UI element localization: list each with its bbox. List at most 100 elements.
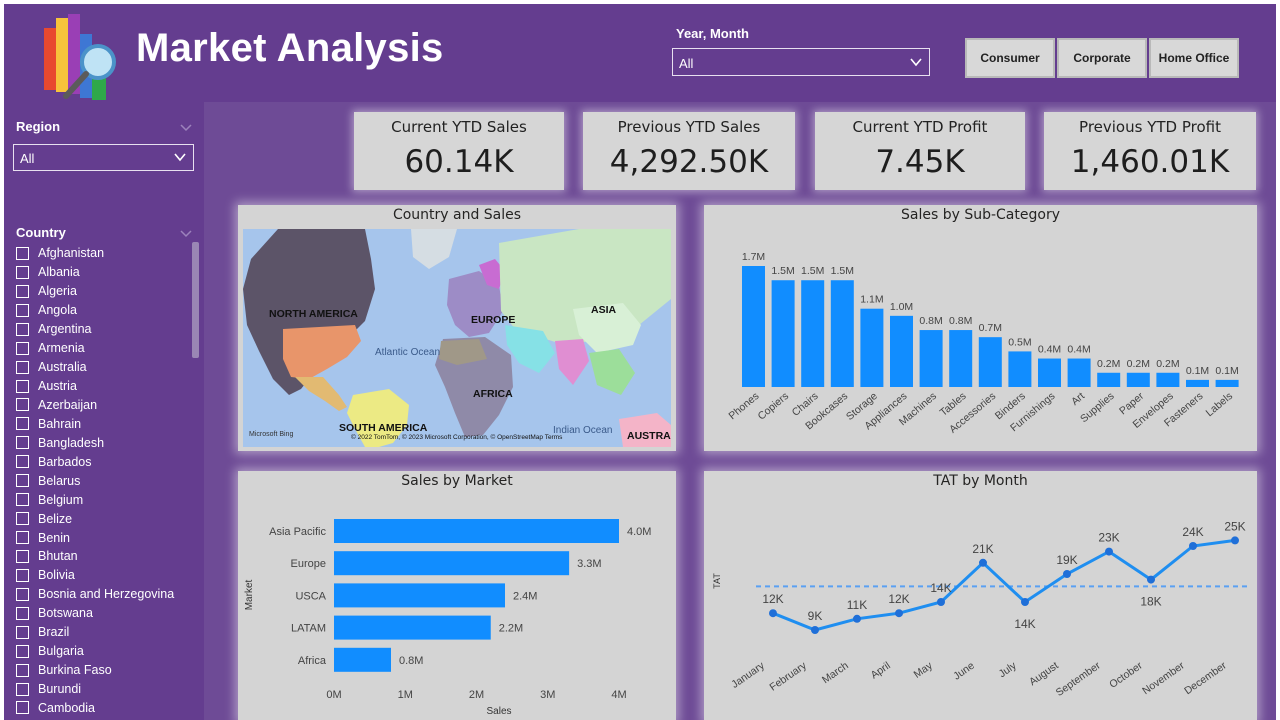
country-list-item[interactable]: Belize <box>16 509 192 528</box>
checkbox[interactable] <box>16 398 29 412</box>
country-list-item[interactable]: Bhutan <box>16 547 192 566</box>
tat-line-chart[interactable]: 12K January 9K February 11K March 12K April 14K M… <box>704 471 1257 720</box>
checkbox[interactable] <box>16 512 29 526</box>
world-map[interactable]: NORTH AMERICA EUROPE ASIA Atlantic Ocean AFR… <box>243 229 671 447</box>
subcategory-bar[interactable] <box>919 330 943 387</box>
checkbox[interactable] <box>16 417 29 431</box>
tat-data-point[interactable] <box>811 626 819 634</box>
tat-data-point[interactable] <box>1147 575 1155 584</box>
country-list-item[interactable]: Botswana <box>16 604 192 623</box>
market-bar[interactable] <box>334 583 505 608</box>
checkbox[interactable] <box>16 455 29 469</box>
subcategory-bar[interactable] <box>830 280 854 387</box>
tat-data-point[interactable] <box>853 614 861 623</box>
chevron-down-icon[interactable] <box>180 123 192 133</box>
year-month-label: Year, Month <box>676 26 749 41</box>
country-list-item[interactable]: Bangladesh <box>16 433 192 452</box>
subcategory-bar[interactable] <box>1215 379 1239 387</box>
tat-data-point[interactable] <box>1063 570 1071 578</box>
subcategory-bar[interactable] <box>949 330 973 387</box>
checkbox[interactable] <box>16 436 29 450</box>
checkbox[interactable] <box>16 284 29 298</box>
home-office-button[interactable]: Home Office <box>1149 38 1239 78</box>
country-list-item[interactable]: Algeria <box>16 282 192 301</box>
market-bar[interactable] <box>334 615 491 640</box>
country-list-item[interactable]: Azerbaijan <box>16 396 192 415</box>
subcategory-bar[interactable] <box>1126 372 1150 387</box>
region-dropdown[interactable]: All <box>13 144 194 171</box>
country-list-item[interactable]: Brazil <box>16 623 192 642</box>
market-bar[interactable] <box>334 551 570 576</box>
country-list-item[interactable]: Bolivia <box>16 566 192 585</box>
subcategory-bar[interactable] <box>1038 358 1061 387</box>
checkbox[interactable] <box>16 360 29 374</box>
subcategory-bar[interactable] <box>1008 351 1032 387</box>
country-list-item[interactable]: Belarus <box>16 471 192 490</box>
tat-data-point[interactable] <box>1231 536 1239 545</box>
subcategory-bar[interactable] <box>1156 372 1180 387</box>
country-list-item[interactable]: Bahrain <box>16 414 192 433</box>
checkbox[interactable] <box>16 531 29 545</box>
country-label: Bosnia and Herzegovina <box>38 587 175 602</box>
checkbox[interactable] <box>16 606 29 620</box>
country-list-item[interactable]: Benin <box>16 528 192 547</box>
country-list-item[interactable]: Angola <box>16 301 192 320</box>
checkbox[interactable] <box>16 493 29 507</box>
tat-data-point[interactable] <box>979 558 987 567</box>
subcategory-bar[interactable] <box>890 315 913 387</box>
subcategory-bar[interactable] <box>742 266 765 387</box>
country-list-item[interactable]: Burundi <box>16 680 192 699</box>
subcategory-bar[interactable] <box>771 280 795 387</box>
subcategory-bar[interactable] <box>801 280 825 387</box>
region-slicer-label: Region <box>16 119 61 134</box>
country-list-item[interactable]: Australia <box>16 358 192 377</box>
country-list-scrollbar[interactable] <box>192 242 199 358</box>
chevron-down-icon[interactable] <box>180 229 192 239</box>
checkbox[interactable] <box>16 701 29 715</box>
consumer-button[interactable]: Consumer <box>965 38 1055 78</box>
country-list-item[interactable]: Cambodia <box>16 699 192 718</box>
country-list-item[interactable]: Belgium <box>16 490 192 509</box>
tat-data-point[interactable] <box>1189 542 1197 550</box>
subcategory-bar-chart[interactable]: 1.7MPhones1.5MCopiers1.5MChairs1.5MBookc… <box>704 205 1257 451</box>
checkbox[interactable] <box>16 474 29 488</box>
checkbox[interactable] <box>16 246 29 260</box>
checkbox[interactable] <box>16 682 29 696</box>
country-list-item[interactable]: Bosnia and Herzegovina <box>16 585 192 604</box>
country-list-item[interactable]: Austria <box>16 377 192 396</box>
checkbox[interactable] <box>16 663 29 677</box>
country-list-item[interactable]: Argentina <box>16 320 192 339</box>
country-list-item[interactable]: Afghanistan <box>16 244 192 263</box>
checkbox[interactable] <box>16 625 29 639</box>
market-bar[interactable] <box>334 519 619 543</box>
country-list-item[interactable]: Barbados <box>16 452 192 471</box>
checkbox[interactable] <box>16 587 29 601</box>
checkbox[interactable] <box>16 379 29 393</box>
checkbox[interactable] <box>16 303 29 317</box>
subcategory-bar[interactable] <box>1186 379 1209 387</box>
checkbox[interactable] <box>16 341 29 355</box>
checkbox[interactable] <box>16 568 29 582</box>
tat-series-line[interactable] <box>772 538 1236 632</box>
tat-data-point[interactable] <box>937 598 945 606</box>
tat-data-point[interactable] <box>1021 598 1029 606</box>
tat-data-point[interactable] <box>895 609 903 618</box>
subcategory-bar[interactable] <box>860 308 884 387</box>
checkbox[interactable] <box>16 322 29 336</box>
year-month-dropdown[interactable]: All <box>672 48 930 76</box>
checkbox[interactable] <box>16 265 29 279</box>
checkbox[interactable] <box>16 549 29 563</box>
market-bar[interactable] <box>334 647 391 672</box>
country-list-item[interactable]: Albania <box>16 263 192 282</box>
country-list-item[interactable]: Armenia <box>16 339 192 358</box>
country-list-item[interactable]: Burkina Faso <box>16 661 192 680</box>
tat-data-point[interactable] <box>769 609 777 618</box>
tat-data-point[interactable] <box>1105 547 1113 556</box>
corporate-button[interactable]: Corporate <box>1057 38 1147 78</box>
subcategory-bar[interactable] <box>1097 372 1121 387</box>
checkbox[interactable] <box>16 644 29 658</box>
subcategory-bar[interactable] <box>978 337 1002 387</box>
market-bar-chart[interactable]: 4.0M Asia Pacific 3.3M Europe 2.4M USCA 2.2M LA… <box>238 471 676 720</box>
subcategory-bar[interactable] <box>1067 358 1091 387</box>
country-list-item[interactable]: Bulgaria <box>16 642 192 661</box>
